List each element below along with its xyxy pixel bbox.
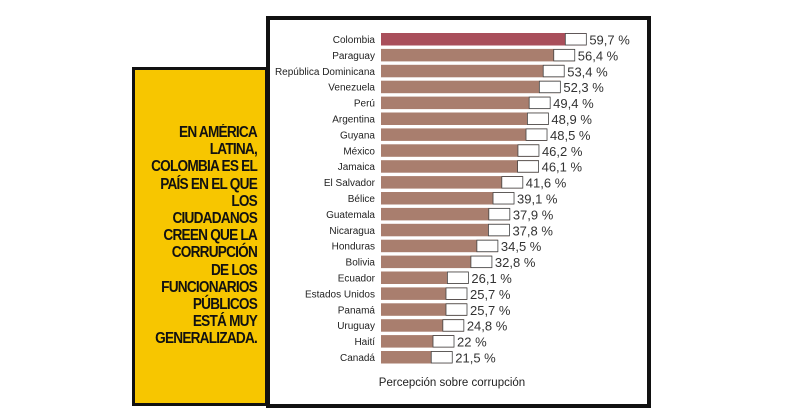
bar — [381, 128, 548, 141]
bar-end-box — [553, 49, 576, 62]
callout-box: EN AMÉRICA LATINA, COLOMBIA ES EL PAÍS EN E… — [132, 67, 268, 406]
callout-line: ESTÁ MUY — [192, 313, 258, 331]
value-label: 59,7 % — [589, 33, 630, 48]
callout-line: DE LOS — [210, 261, 258, 279]
value-label: 24,8 % — [467, 319, 508, 334]
bar — [381, 33, 587, 46]
category-label: Haití — [354, 337, 375, 348]
category-label: Colombia — [333, 35, 376, 46]
bar-end-box — [445, 303, 468, 316]
category-label: Nicaragua — [329, 226, 375, 237]
value-label: 25,7 % — [470, 303, 511, 318]
bar-end-box — [517, 160, 539, 173]
category-label: Venezuela — [328, 83, 375, 94]
category-label: Perú — [354, 99, 375, 110]
value-label: 39,1 % — [517, 192, 558, 207]
bar-end-box — [501, 176, 524, 189]
bar — [381, 207, 510, 221]
bar — [381, 96, 551, 110]
callout-line: LATINA, — [209, 141, 258, 159]
bar-end-box — [430, 351, 453, 364]
bar — [381, 192, 515, 205]
value-label: 48,5 % — [550, 128, 591, 143]
value-label: 48,9 % — [551, 112, 592, 127]
category-label: Guyana — [340, 130, 375, 141]
bar-end-box — [517, 144, 540, 157]
category-label: República Dominicana — [275, 67, 375, 78]
callout-line: CREEN QUE LA — [163, 227, 257, 245]
value-label: 26,1 % — [471, 271, 512, 286]
value-label: 32,8 % — [495, 255, 536, 270]
bar-end-box — [445, 287, 468, 300]
x-axis-label: Percepción sobre corrupción — [379, 377, 525, 389]
value-label: 34,5 % — [501, 239, 542, 254]
value-label: 37,8 % — [512, 223, 553, 238]
bar-end-box — [525, 128, 548, 141]
bar — [381, 239, 498, 253]
value-label: 46,1 % — [542, 160, 583, 175]
value-label: 56,4 % — [578, 48, 619, 63]
category-label: Argentina — [332, 115, 375, 126]
category-label: Panamá — [338, 305, 376, 316]
value-label: 25,7 % — [470, 287, 511, 302]
value-label: 37,9 % — [513, 207, 554, 222]
bar-end-box — [476, 239, 499, 253]
category-label: Canadá — [340, 353, 375, 364]
bar — [381, 144, 539, 157]
bar-end-box — [432, 335, 455, 348]
bar — [381, 176, 523, 189]
callout-line: PÚBLICOS — [192, 296, 258, 314]
category-label: Bolivia — [346, 258, 376, 269]
value-label: 53,4 % — [567, 64, 608, 79]
category-label: Guatemala — [326, 210, 375, 221]
bar — [381, 48, 575, 62]
callout-line: EN AMÉRICA — [179, 124, 258, 141]
callout-line: GENERALIZADA. — [155, 330, 258, 348]
bar-end-box — [470, 255, 493, 269]
bar-end-box — [492, 192, 515, 205]
value-label: 21,5 % — [455, 351, 496, 366]
bar — [381, 255, 492, 269]
value-label: 41,6 % — [526, 176, 567, 191]
bar — [381, 303, 467, 316]
category-label: Ecuador — [338, 274, 376, 285]
category-label: Paraguay — [332, 51, 375, 62]
category-label: Estados Unidos — [305, 289, 375, 300]
value-label: 46,2 % — [542, 144, 583, 159]
callout-line: PAÍS EN EL QUE — [160, 175, 258, 193]
callout-line: LOS CIUDADANOS — [172, 192, 257, 228]
value-label: 52,3 % — [563, 80, 604, 95]
category-label: México — [343, 146, 375, 157]
bar — [381, 64, 565, 78]
bar-end-box — [488, 223, 510, 237]
bar-end-box — [538, 80, 561, 94]
bar — [381, 223, 510, 237]
bar-end-box — [527, 112, 549, 125]
callout-line: FUNCIONARIOS — [161, 278, 258, 296]
callout-text: EN AMÉRICA LATINA, COLOMBIA ES EL PAÍS EN E… — [147, 124, 258, 348]
bar — [381, 80, 561, 94]
category-label: Honduras — [332, 242, 375, 253]
category-label: Jamaica — [338, 162, 376, 173]
bar — [381, 271, 469, 284]
callout-line: COLOMBIA ES EL — [151, 158, 258, 176]
category-label: El Salvador — [324, 178, 376, 189]
bar — [381, 112, 549, 125]
bar-end-box — [488, 207, 511, 221]
callout-line: CORRUPCIÓN — [171, 244, 258, 262]
value-label: 22 % — [457, 335, 487, 350]
bar — [381, 160, 539, 173]
value-label: 49,4 % — [553, 96, 594, 111]
bar-end-box — [564, 33, 587, 46]
bar-end-box — [446, 271, 469, 284]
bar-end-box — [528, 96, 551, 109]
bar-end-box — [442, 319, 465, 332]
category-label: Uruguay — [337, 321, 375, 332]
category-label: Bélice — [348, 194, 376, 205]
bar — [381, 287, 467, 300]
bar-end-box — [542, 64, 565, 78]
